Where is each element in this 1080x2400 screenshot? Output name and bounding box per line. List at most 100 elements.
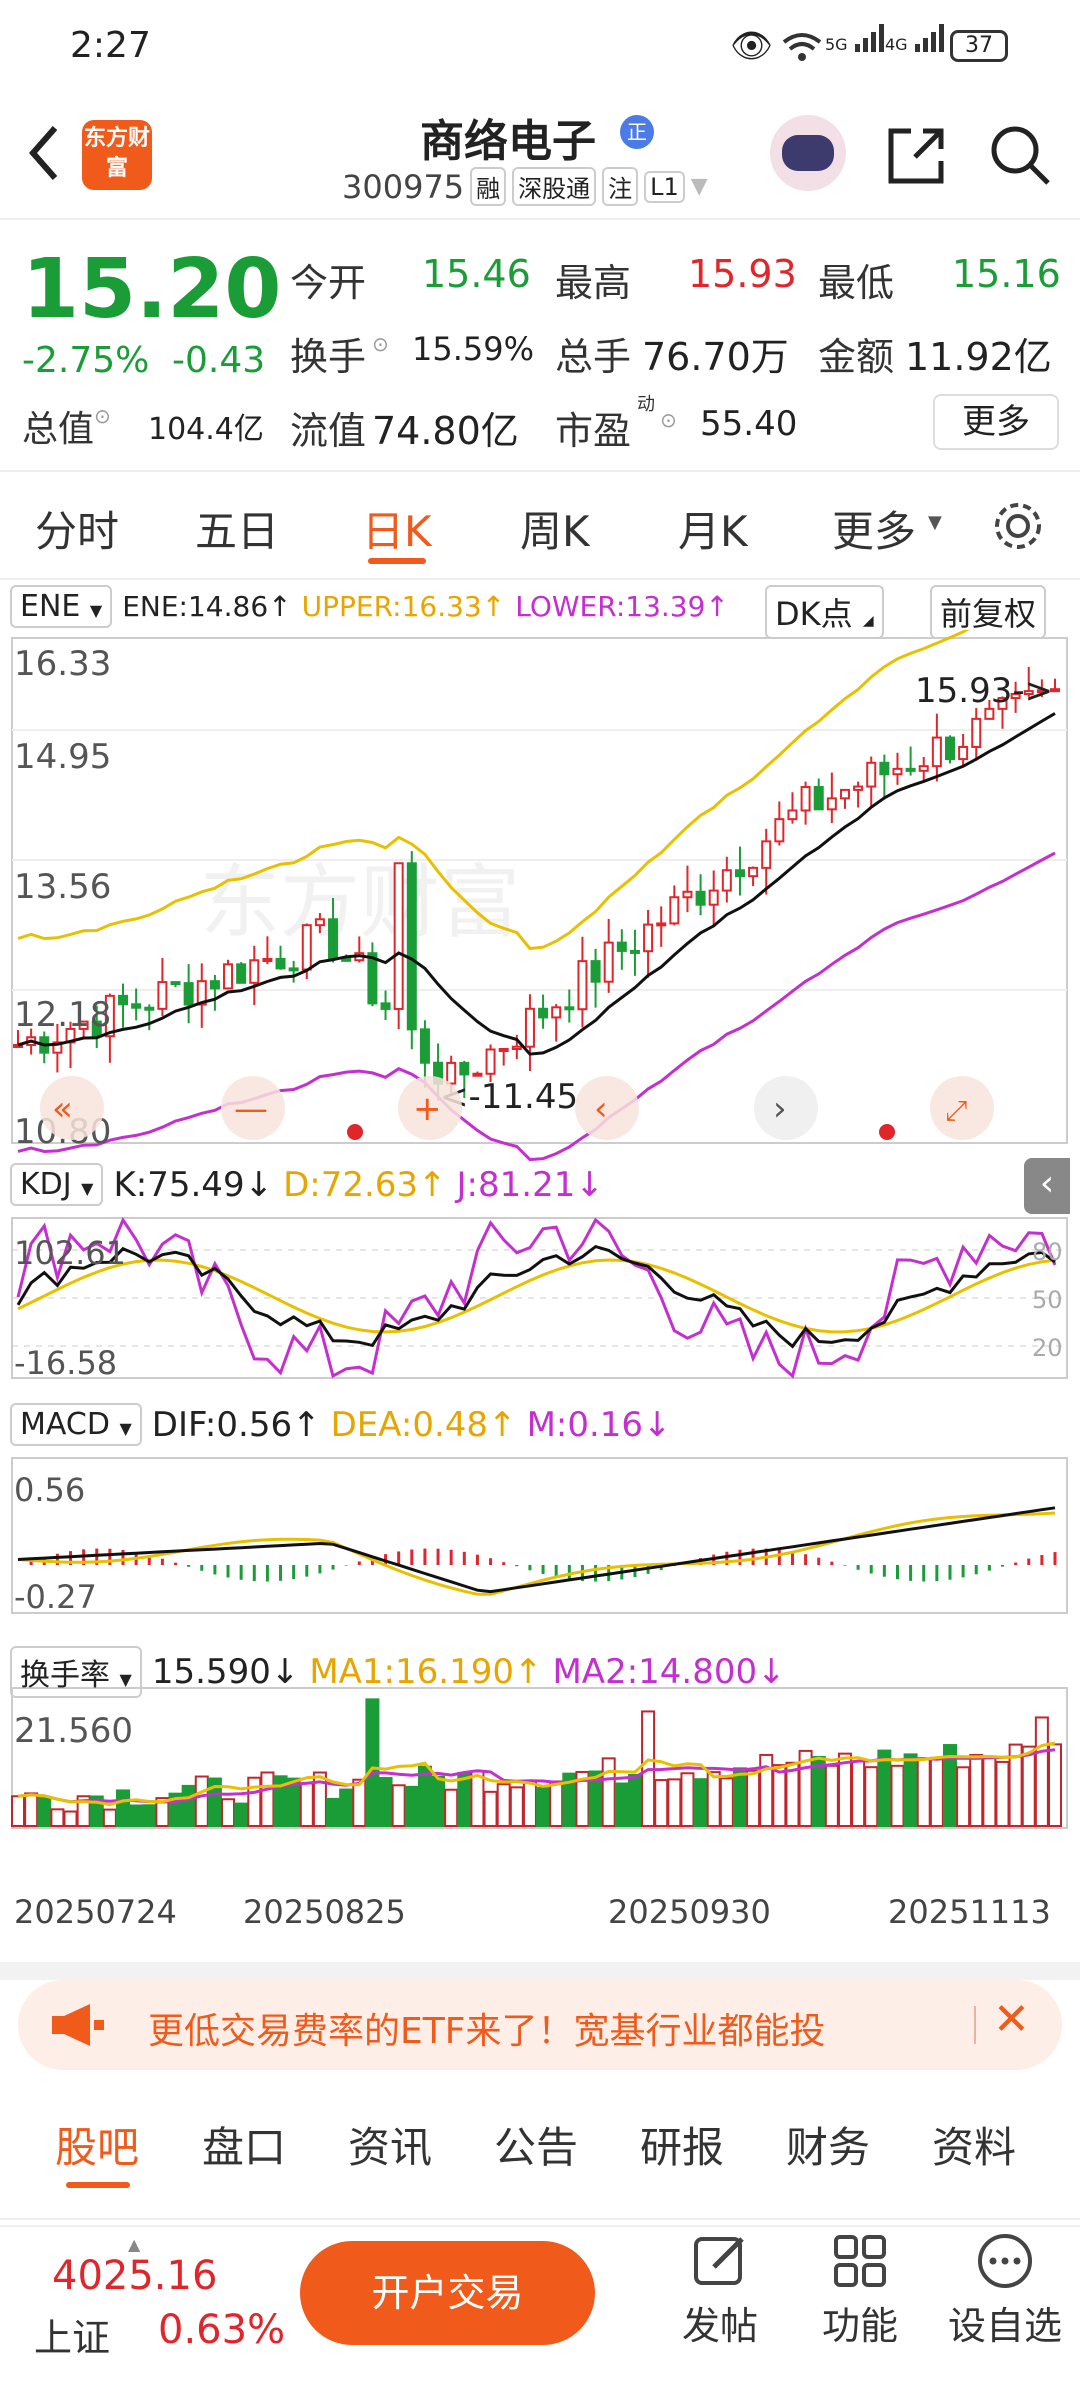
turnover-bar <box>116 1789 131 1828</box>
fullscreen-button[interactable] <box>930 1076 994 1140</box>
zoom-in-button[interactable] <box>398 1076 462 1140</box>
candle-body <box>905 767 916 772</box>
tab-finance[interactable]: 财务 <box>786 2123 871 2172</box>
high-value: 15.93 <box>688 252 797 296</box>
close-icon[interactable]: ✕ <box>993 1994 1030 2045</box>
promo-banner[interactable]: 更低交易费率的ETF来了！宽基行业都能投 ✕ <box>18 1980 1062 2070</box>
search-icon[interactable] <box>988 123 1052 187</box>
candle-body <box>196 980 207 1006</box>
turnover-bar <box>1021 1745 1036 1828</box>
candle-body <box>314 918 325 927</box>
info-icon[interactable]: ⊙ <box>372 332 389 356</box>
candle-body <box>393 862 404 1010</box>
y-label: 13.56 <box>14 867 111 907</box>
kdj-selector[interactable]: KDJ ▼ <box>10 1163 104 1206</box>
step-forward-button[interactable] <box>754 1076 818 1140</box>
candle-body <box>249 959 260 984</box>
turnover-bar <box>37 1796 52 1827</box>
tab-daily-k[interactable]: 日K <box>362 507 432 556</box>
macd-indicator-bar: MACD ▼ DIF:0.56↑ DEA:0.48↑ M:0.16↓ <box>10 1403 672 1446</box>
function-label: 功能 <box>821 2304 898 2348</box>
net1-label: 5G <box>825 35 848 54</box>
info-icon[interactable]: ⊙ <box>94 404 111 428</box>
candle-body <box>708 889 719 906</box>
candle-body <box>853 785 864 791</box>
back-arrow-icon[interactable] <box>25 123 65 183</box>
megaphone-icon <box>52 2004 104 2046</box>
collapse-panel-button[interactable]: ‹ <box>1024 1158 1070 1214</box>
signal-5g-icon: 5G <box>825 20 893 54</box>
turnover-bar <box>181 1784 196 1827</box>
badge-registered: 注 <box>602 167 639 206</box>
candle-body <box>380 1002 391 1010</box>
chart-period-tabs: 分时 五日 日K 周K 月K 更多 ▼ <box>0 470 1080 580</box>
candle-body <box>1023 690 1034 696</box>
candle-body <box>511 1045 522 1050</box>
candle-body <box>984 707 995 720</box>
macd-dif: DIF:0.56↑ <box>151 1404 321 1445</box>
robot-assistant-icon[interactable] <box>770 115 846 191</box>
market-cap-label: 总值 <box>22 409 95 450</box>
tab-pankou[interactable]: 盘口 <box>202 2123 287 2172</box>
turnover-bar <box>916 1758 931 1827</box>
function-button[interactable]: 功能 <box>800 2231 920 2381</box>
turnover-bar <box>877 1749 892 1828</box>
turnover-bar <box>942 1744 957 1827</box>
date-label: 20250825 <box>243 1893 406 1931</box>
candle-body <box>52 1041 63 1054</box>
candle-body <box>682 890 693 899</box>
turnover-bar <box>654 1779 669 1827</box>
tab-research[interactable]: 研报 <box>640 2123 725 2172</box>
turnover-top-label: 21.560 <box>14 1711 133 1751</box>
tab-announcements[interactable]: 公告 <box>494 2123 579 2172</box>
step-back-button[interactable] <box>575 1076 639 1140</box>
turnover-bar <box>207 1777 222 1827</box>
footer-bar: ▲ 4025.16 上证 0.63% 开户交易 发帖 功能 设自选 <box>0 2225 1080 2400</box>
tab-news[interactable]: 资讯 <box>348 2123 433 2172</box>
post-button[interactable]: 发帖 <box>660 2231 780 2381</box>
gear-icon[interactable] <box>990 498 1046 554</box>
tab-five-day[interactable]: 五日 <box>195 507 280 556</box>
tab-intraday[interactable]: 分时 <box>35 507 120 556</box>
ene-selector[interactable]: ENE ▼ <box>10 585 113 628</box>
add-favorite-button[interactable]: 设自选 <box>940 2231 1070 2381</box>
turnover-bar <box>864 1766 879 1828</box>
macd-dea-line <box>17 1511 1056 1596</box>
turnover-bar <box>391 1784 406 1828</box>
macd-selector-label: MACD <box>20 1407 110 1442</box>
open-account-trade-button[interactable]: 开户交易 <box>300 2241 595 2345</box>
tab-guba[interactable]: 股吧 <box>55 2123 140 2172</box>
tab-weekly-k[interactable]: 周K <box>520 507 590 556</box>
candle-body <box>538 1007 549 1019</box>
zoom-out-button[interactable] <box>221 1076 285 1140</box>
candle-body <box>839 788 850 800</box>
tab-monthly-k[interactable]: 月K <box>678 507 748 556</box>
kdj-d: D:72.63↑ <box>283 1164 447 1205</box>
fast-back-button[interactable] <box>40 1076 104 1140</box>
share-icon[interactable] <box>885 123 949 187</box>
info-icon[interactable]: ⊙ <box>660 408 677 432</box>
turnover-bar <box>1034 1716 1049 1828</box>
divider <box>974 2006 976 2044</box>
candle-body <box>157 981 168 1010</box>
stock-code-row[interactable]: 300975 融 深股通 注 L1 ▼ <box>342 167 708 206</box>
turnover-bar <box>194 1775 209 1827</box>
candle-body <box>498 1047 509 1052</box>
candle-body <box>892 767 903 776</box>
tab-profile[interactable]: 资料 <box>932 2123 1017 2172</box>
low-label: 最低 <box>818 261 895 305</box>
kline-chart-area[interactable]: 东方财富 16.33 14.95 13.56 12.18 10.80 15.93… <box>0 630 1080 1970</box>
kline-candles <box>13 630 1060 1162</box>
turnover-bar <box>1008 1743 1023 1827</box>
candle-body <box>328 918 339 960</box>
turnover-selector[interactable]: 换手率 ▼ <box>10 1646 142 1698</box>
svg-text:‹: ‹ <box>594 1089 608 1129</box>
more-button[interactable]: 更多 <box>933 394 1059 450</box>
macd-selector[interactable]: MACD ▼ <box>10 1403 142 1446</box>
turnover-selector-label: 换手率 <box>20 1658 110 1693</box>
turnover-bar <box>378 1777 393 1827</box>
candle-body <box>944 736 955 761</box>
ene-upper-line <box>17 630 970 951</box>
tab-more[interactable]: 更多 <box>832 507 917 556</box>
dk-label: DK点 <box>775 595 853 633</box>
